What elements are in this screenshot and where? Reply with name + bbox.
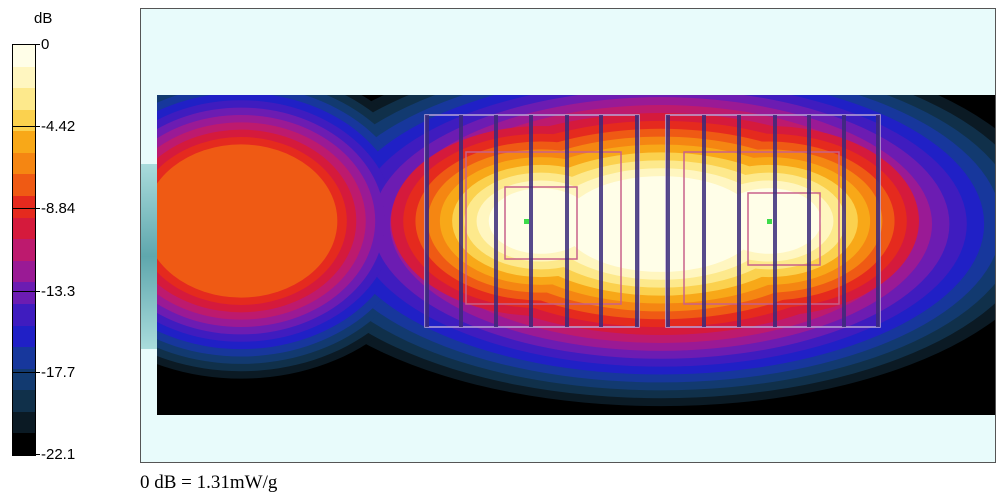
colorbar-band: [13, 217, 35, 240]
field-contour: [563, 176, 759, 272]
antenna-array-outline: [424, 114, 881, 328]
feed-point-marker: [524, 219, 529, 224]
array-strip: [599, 115, 603, 327]
array-strip: [876, 115, 880, 327]
colorbar-band: [13, 368, 35, 391]
array-strip: [565, 115, 569, 327]
colorbar-band: [13, 109, 35, 132]
colorbar-tick-label: -22.1: [41, 446, 76, 463]
colorbar-band: [13, 131, 35, 154]
colorbar-band: [13, 196, 35, 219]
field-contour: [157, 144, 338, 298]
element-patch-inner: [747, 192, 821, 266]
element-patch-outer: [683, 151, 840, 305]
reference-note: 0 dB = 1.31mW/g: [140, 472, 278, 493]
colorbar: [12, 44, 36, 456]
array-strip: [494, 115, 498, 327]
colorbar-tick: [12, 208, 40, 209]
array-strip: [737, 115, 741, 327]
colorbar-tick: [12, 454, 40, 455]
colorbar-band: [13, 152, 35, 175]
colorbar-band: [13, 45, 35, 68]
element-patch-outer: [465, 151, 622, 305]
colorbar-tick-label: -4.42: [41, 118, 76, 135]
colorbar-band: [13, 347, 35, 370]
colorbar-unit-label: dB: [34, 10, 53, 27]
array-strip: [842, 115, 846, 327]
array-strip: [666, 115, 670, 327]
colorbar-band: [13, 390, 35, 413]
colorbar-band: [13, 282, 35, 305]
sar-heatmap: [141, 95, 995, 415]
colorbar-band: [13, 174, 35, 197]
array-strip: [773, 115, 777, 327]
feed-connector: [141, 164, 159, 349]
colorbar-tick-label: 0: [41, 36, 50, 53]
colorbar-band: [13, 239, 35, 262]
feed-point-marker: [767, 219, 772, 224]
colorbar-band: [13, 325, 35, 348]
array-strip: [702, 115, 706, 327]
colorbar-tick-label: -8.84: [41, 200, 76, 217]
array-strip: [807, 115, 811, 327]
colorbar-tick: [12, 290, 40, 292]
sar-plot-area: [140, 8, 996, 463]
colorbar-tick-label: -17.7: [41, 364, 76, 382]
colorbar-tick: [12, 372, 40, 374]
array-strip: [459, 115, 463, 327]
colorbar-band: [13, 260, 35, 283]
array-strip: [529, 115, 533, 327]
element-patch-inner: [504, 186, 578, 260]
colorbar-band: [13, 433, 35, 456]
colorbar-band: [13, 303, 35, 327]
colorbar-band: [13, 66, 35, 89]
colorbar-tick: [12, 126, 40, 127]
colorbar-tick: [12, 44, 40, 45]
array-strip: [635, 115, 639, 327]
array-strip: [425, 115, 429, 327]
colorbar-band: [13, 88, 35, 111]
colorbar-tick-label: -13.3: [41, 282, 76, 300]
colorbar-band: [13, 411, 35, 434]
